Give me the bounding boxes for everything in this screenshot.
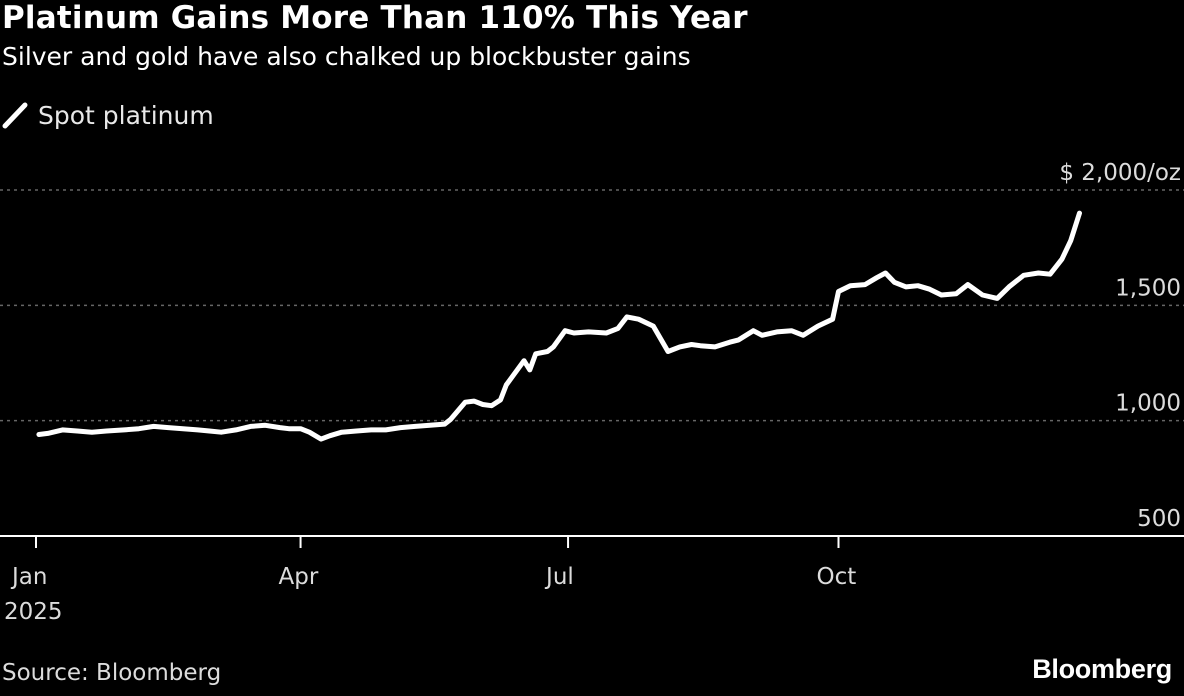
x-tick-label: Oct xyxy=(817,564,857,590)
legend-swatch xyxy=(2,102,28,129)
y-tick-label: $ 2,000/oz xyxy=(1059,160,1181,186)
y-tick-label: 500 xyxy=(1137,506,1181,532)
source-note: Source: Bloomberg xyxy=(2,660,222,686)
series-line-spot-platinum xyxy=(36,210,1082,442)
y-axis: 500 1,000 1,500 $ 2,000/oz xyxy=(1059,160,1181,532)
legend-label: Spot platinum xyxy=(38,100,214,130)
chart-title: Platinum Gains More Than 110% This Year xyxy=(2,0,748,36)
x-axis: Jan Apr Jul Oct 2025 xyxy=(0,535,1184,625)
x-tick-label: Jan xyxy=(10,564,47,590)
gridlines xyxy=(0,189,1184,422)
x-tick-year-label: 2025 xyxy=(4,599,63,625)
x-tick-label: Jul xyxy=(544,564,574,590)
legend: Spot platinum xyxy=(2,100,214,130)
y-tick-label: 1,500 xyxy=(1115,275,1181,301)
bloomberg-logo: Bloomberg xyxy=(1032,654,1172,684)
x-tick-label: Apr xyxy=(279,564,319,590)
y-tick-label: 1,000 xyxy=(1115,391,1181,417)
series-layer xyxy=(36,210,1082,442)
chart-subtitle: Silver and gold have also chalked up blo… xyxy=(2,42,691,71)
